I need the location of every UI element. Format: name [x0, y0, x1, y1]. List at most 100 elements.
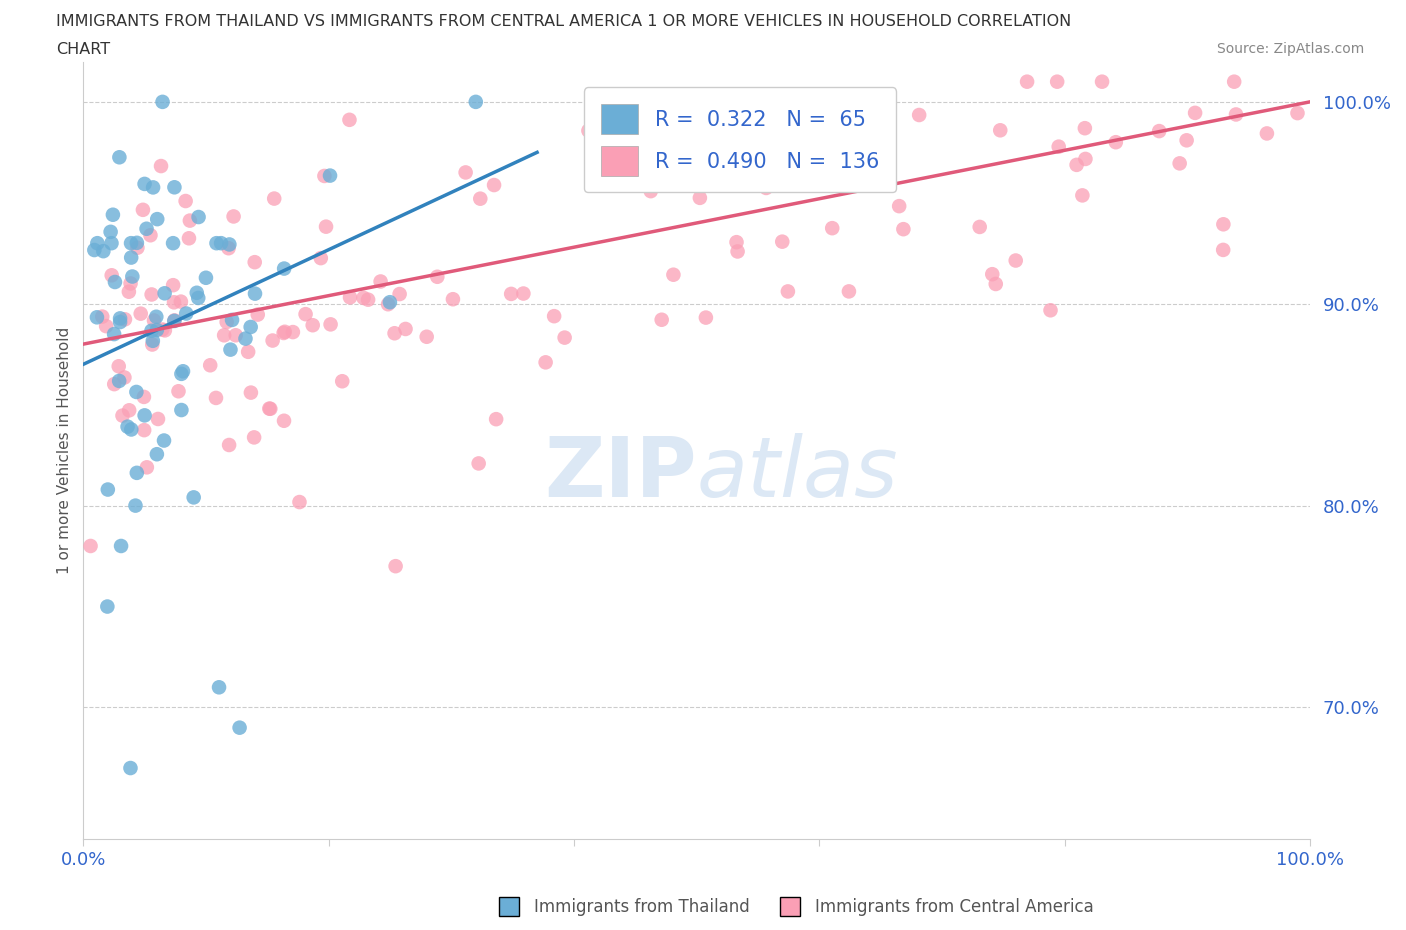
Point: [330, 374, 353, 389]
Point: [378, 295, 401, 310]
Point: [610, 151, 633, 166]
Point: [101, 207, 124, 222]
Point: [377, 297, 399, 312]
Point: [150, 322, 173, 337]
Point: [162, 235, 184, 250]
Point: [187, 290, 209, 305]
Point: [134, 177, 156, 192]
Point: [125, 235, 148, 250]
Point: [208, 680, 231, 695]
Point: [243, 430, 266, 445]
Point: [163, 295, 186, 310]
Point: [100, 235, 122, 250]
Point: [776, 284, 799, 299]
Point: [984, 276, 1007, 291]
Point: [236, 344, 259, 359]
Point: [301, 318, 323, 333]
Text: ZIP: ZIP: [544, 432, 696, 514]
Text: IMMIGRANTS FROM THAILAND VS IMMIGRANTS FROM CENTRAL AMERICA 1 OR MORE VEHICLES I: IMMIGRANTS FROM THAILAND VS IMMIGRANTS F…: [56, 14, 1071, 29]
Point: [212, 328, 235, 343]
Point: [578, 123, 600, 138]
Point: [219, 342, 242, 357]
Point: [129, 306, 152, 321]
Point: [146, 446, 169, 461]
Point: [889, 199, 911, 214]
Point: [309, 251, 332, 266]
Point: [110, 538, 132, 553]
Point: [107, 359, 129, 374]
Point: [94, 319, 117, 334]
Point: [273, 261, 295, 276]
Point: [172, 364, 194, 379]
Point: [1074, 152, 1097, 166]
Point: [908, 108, 931, 123]
Point: [1066, 157, 1088, 172]
Point: [86, 310, 108, 325]
Point: [314, 168, 336, 183]
Point: [1184, 105, 1206, 120]
Point: [470, 192, 492, 206]
Point: [183, 490, 205, 505]
Point: [218, 237, 240, 252]
Point: [501, 286, 523, 301]
Text: Immigrants from Central America: Immigrants from Central America: [815, 897, 1094, 916]
Point: [842, 129, 865, 144]
Point: [86, 235, 108, 250]
Point: [662, 267, 685, 282]
Point: [464, 95, 486, 110]
Point: [239, 320, 262, 335]
Point: [134, 408, 156, 423]
Point: [1004, 253, 1026, 268]
Text: CHART: CHART: [56, 42, 110, 57]
Point: [127, 240, 149, 255]
Point: [838, 284, 860, 299]
Point: [120, 250, 142, 265]
Point: [651, 312, 673, 327]
Point: [353, 290, 375, 305]
Point: [339, 290, 361, 305]
Point: [132, 203, 155, 218]
Point: [174, 306, 197, 321]
Point: [120, 422, 142, 437]
Point: [1175, 133, 1198, 148]
Point: [263, 192, 285, 206]
Point: [103, 326, 125, 341]
Point: [134, 423, 156, 438]
Point: [114, 312, 136, 326]
Point: [221, 312, 243, 327]
Point: [228, 720, 250, 735]
Point: [394, 322, 416, 337]
Point: [163, 179, 186, 194]
Point: [142, 333, 165, 348]
Point: [153, 323, 176, 338]
Point: [770, 234, 793, 249]
Point: [357, 292, 380, 307]
Point: [755, 180, 778, 195]
Point: [132, 390, 155, 405]
Point: [315, 219, 337, 234]
Point: [97, 482, 120, 497]
Point: [384, 326, 406, 340]
Point: [142, 180, 165, 195]
Point: [294, 307, 316, 322]
Point: [222, 209, 245, 224]
Point: [727, 244, 749, 259]
Point: [200, 358, 222, 373]
Point: [150, 159, 173, 174]
Point: [512, 286, 534, 301]
Point: [1223, 74, 1246, 89]
Point: [738, 165, 761, 179]
Point: [273, 413, 295, 428]
Point: [1074, 121, 1097, 136]
Text: atlas: atlas: [696, 432, 898, 514]
Point: [153, 286, 176, 300]
Point: [426, 270, 449, 285]
Text: Immigrants from Thailand: Immigrants from Thailand: [534, 897, 749, 916]
Point: [100, 268, 122, 283]
Point: [108, 314, 131, 329]
Point: [640, 184, 662, 199]
Point: [120, 276, 142, 291]
Point: [179, 213, 201, 228]
Point: [141, 337, 163, 352]
Point: [83, 243, 105, 258]
